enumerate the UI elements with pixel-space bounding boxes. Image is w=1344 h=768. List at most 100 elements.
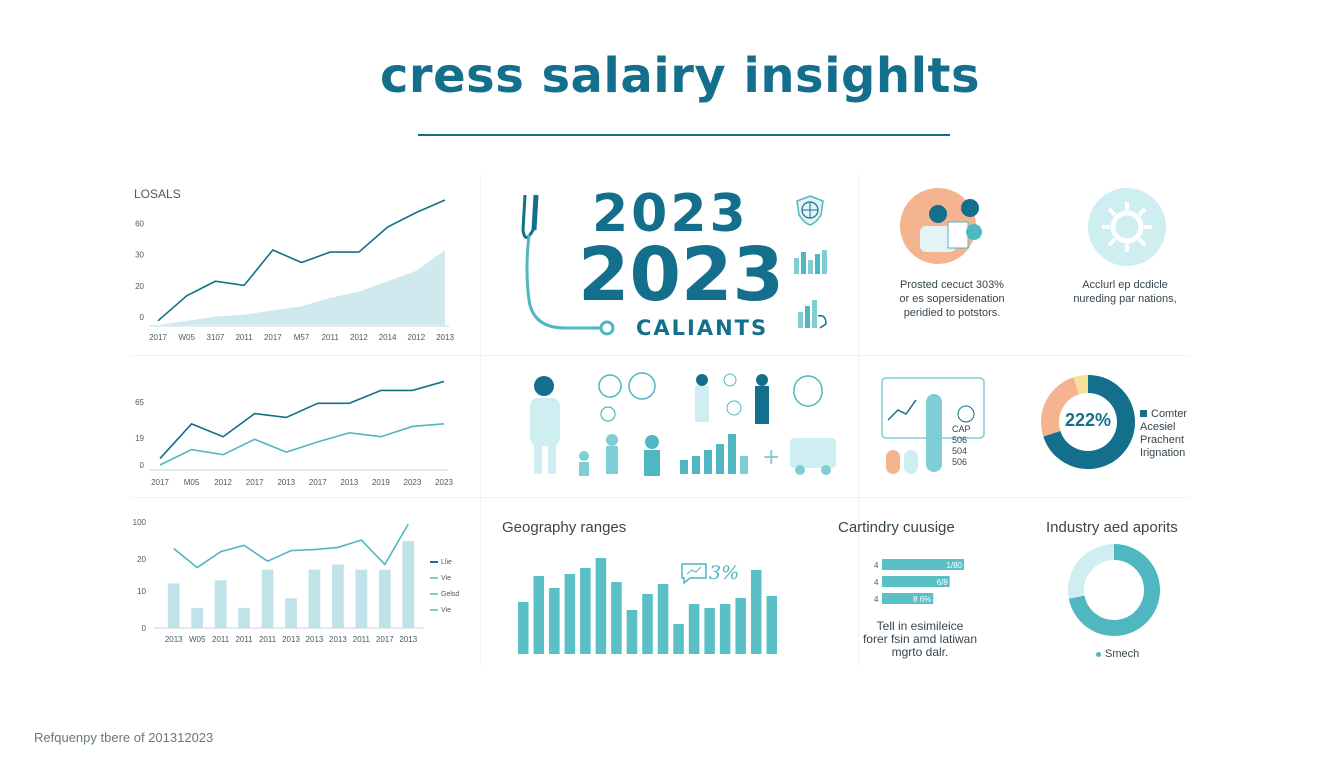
chart3-bar xyxy=(402,541,415,628)
chart2-xtick: 2013 xyxy=(277,478,295,487)
donut1-legend: Comter Acesiel Prachent Irignation xyxy=(1140,408,1187,460)
geography-bar xyxy=(704,608,715,654)
donut1-legend-item: Comter xyxy=(1140,408,1187,421)
cartindry-bar xyxy=(882,576,950,587)
chart2-xtick: 2023 xyxy=(435,478,453,487)
industry-title: Industry aed aporits xyxy=(1046,519,1178,536)
cartindry-bars: 4 1/80 4 6/8 4 8 6% xyxy=(870,555,980,607)
chart3-xtick: 2013 xyxy=(329,635,347,644)
chart1-xtick: 2011 xyxy=(235,333,253,342)
chart2-xtick: 2019 xyxy=(372,478,390,487)
bar-chart-icon xyxy=(792,246,830,274)
chart2-xtick: 2017 xyxy=(151,478,169,487)
chart-2: 65 19 0 2017 M05 2012 2017 2013 2017 2013 2019 2023… xyxy=(130,370,460,495)
chart2-ytick: 65 xyxy=(135,398,144,407)
chart3-line-series xyxy=(173,523,409,569)
card1-line: peridied to potstors. xyxy=(903,307,1001,319)
chart2-xtick: 2017 xyxy=(246,478,264,487)
chart3-xtick: 2011 xyxy=(353,635,371,644)
cartindry-bar-value: 8 6% xyxy=(913,595,931,604)
geography-bar-chart xyxy=(516,550,780,655)
card2-text: Acclurl ep dcdicle nureding par nations, xyxy=(1050,278,1200,306)
industry-donut-slice xyxy=(1068,544,1115,599)
chart2-ytick: 0 xyxy=(140,461,145,470)
chart3-bar xyxy=(332,564,344,628)
chart3-legend-item: Llie xyxy=(430,555,459,571)
chart1-ytick: 0 xyxy=(140,313,145,322)
chart3-bar xyxy=(285,598,297,628)
cartindry-line: forer fsin amd latiwan xyxy=(862,632,978,646)
chart3-ytick: 100 xyxy=(133,518,147,527)
chart3-legend-item: Vie xyxy=(430,571,459,587)
chart1-xtick: W05 xyxy=(178,333,195,342)
chart1-ytick: 30 xyxy=(135,251,144,260)
cartindry-bar-label: 4 xyxy=(874,561,879,570)
chart3-bar xyxy=(238,607,250,628)
chart3-bar xyxy=(355,569,368,628)
geography-bar xyxy=(719,604,731,654)
geography-bar xyxy=(673,624,684,654)
title-rule xyxy=(418,134,950,136)
chart3-xtick: 2011 xyxy=(235,635,253,644)
donut1-legend-item: Prachent xyxy=(1140,434,1185,446)
cartindry-title: Cartindry cuusige xyxy=(838,519,955,536)
chart1-xtick: 2012 xyxy=(407,333,425,342)
mini-dash-label: 506 xyxy=(952,435,968,445)
chart3-xtick: W05 xyxy=(189,635,206,644)
chart1-xtick: 2017 xyxy=(264,333,282,342)
chart1-xtick: 2012 xyxy=(350,333,368,342)
chart2-xtick: M05 xyxy=(184,478,200,487)
donut1-slice xyxy=(1073,375,1089,395)
geography-bar xyxy=(657,584,669,654)
donut1-slice xyxy=(1041,377,1080,437)
donut1-slice xyxy=(1043,375,1135,469)
page-title: cress salairy insighlts xyxy=(379,48,981,104)
chart3-bar xyxy=(378,569,391,628)
chart3-xtick: 2011 xyxy=(259,635,277,644)
geography-bar xyxy=(549,588,560,654)
donut1-legend-item: Irignation xyxy=(1140,447,1186,459)
chart3-xtick: 2013 xyxy=(165,635,183,644)
mini-dash-label: CAP xyxy=(952,424,971,434)
area-line-chart: LOSALS 60 30 20 0 2017 W05 3107 2011 2017 M57 2011 2… xyxy=(134,187,454,342)
chart3-bar xyxy=(308,569,321,628)
industry-legend: Smech xyxy=(1096,648,1139,660)
cartindry-text: Tell in esimileice forer fsin amd latiwa… xyxy=(840,620,1000,659)
chart2-xtick: 2012 xyxy=(214,478,232,487)
geography-bar xyxy=(688,604,700,654)
chart3-xtick: 2013 xyxy=(399,635,417,644)
stethoscope-icon xyxy=(515,190,625,340)
mini-dash-label: 506 xyxy=(952,457,968,467)
card1-line: or es sopersidenation xyxy=(899,293,1005,305)
cartindry-line: Tell in esimileice xyxy=(876,619,964,633)
year-small: 2023 xyxy=(592,184,749,244)
geography-title: Geography ranges xyxy=(502,519,627,536)
chart3-xtick: 2013 xyxy=(306,635,324,644)
line-chart: 65 19 0 2017 M05 2012 2017 2013 2017 2013 2019 2023… xyxy=(135,380,453,487)
center-subtitle: CALIANTS xyxy=(636,316,769,340)
geography-bar xyxy=(595,558,607,654)
gear-network-icon xyxy=(1086,186,1168,268)
chart1-xtick: 2014 xyxy=(379,333,397,342)
grid-divider xyxy=(480,175,481,665)
chart1-ytick: 60 xyxy=(135,219,144,228)
mini-dash-labels: CAP 506 504 506 xyxy=(952,424,986,468)
chart1-title: LOSALS xyxy=(134,187,181,201)
geography-bar xyxy=(611,582,622,654)
mini-dash-label: 504 xyxy=(952,446,968,456)
industry-donut-slice xyxy=(1068,544,1160,636)
chart2-ytick: 19 xyxy=(135,434,144,443)
svg-text:+: + xyxy=(762,445,780,470)
mini-dashboard: CAP 506 504 506 xyxy=(880,376,988,478)
doctor-avatar-icon xyxy=(898,186,988,270)
geography-badge: 3% xyxy=(709,562,740,584)
chart1-xtick: 3107 xyxy=(207,333,225,342)
cartindry-bar-label: 4 xyxy=(874,595,879,604)
geography-bar xyxy=(626,610,638,654)
industry-donut xyxy=(1066,542,1162,638)
chart3-bar xyxy=(261,569,274,628)
chart-1: LOSALS 60 30 20 0 2017 W05 3107 2011 2017 M57 2011 2… xyxy=(130,180,460,350)
cartindry-bar-value: 6/8 xyxy=(937,578,949,587)
grid-divider xyxy=(130,497,1190,498)
